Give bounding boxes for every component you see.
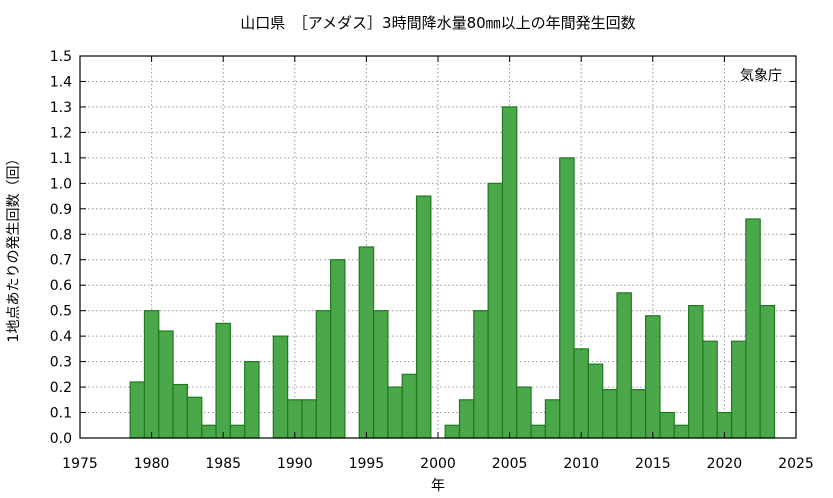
bar-1998	[401, 373, 418, 439]
tick-labels: 0.0 0.1 0.2 0.3 0.4 0.5 0.6 0.7 0.8 0.9 1.0 1.1 1.2 1…	[50, 49, 814, 472]
x-tick-label: 2005	[492, 456, 528, 472]
bars	[129, 106, 776, 439]
bar-2003	[473, 310, 489, 439]
bar-2007	[530, 424, 547, 439]
bar-2009	[559, 157, 575, 439]
source-note: 気象庁	[740, 68, 782, 84]
axis-ticks	[79, 55, 797, 439]
bar-2004	[487, 182, 504, 439]
x-tick-label: 1975	[62, 456, 98, 472]
bar-1985	[215, 322, 231, 439]
y-tick-label: 1.1	[50, 151, 72, 167]
x-tick-label: 2010	[563, 456, 599, 472]
chart-title: 山口県 ［アメダス］3時間降水量80㎜以上の年間発生回数	[240, 14, 635, 32]
y-tick-label: 1.4	[50, 74, 72, 90]
y-tick-label: 1.5	[50, 49, 72, 65]
y-axis-label: 1地点あたりの発生回数（回）	[6, 152, 22, 343]
bar-1983	[186, 396, 203, 439]
x-tick-label: 1980	[134, 456, 170, 472]
bar-1981	[158, 330, 174, 439]
x-tick-label: 1990	[277, 456, 313, 472]
bar-2008	[544, 399, 561, 439]
bar-2022	[745, 218, 761, 439]
y-tick-label: 0.5	[50, 304, 72, 320]
bar-2019	[702, 340, 718, 439]
bar-1993	[330, 259, 346, 439]
y-tick-label: 1.0	[50, 176, 72, 192]
bar-2023	[759, 304, 776, 439]
bar-2016	[659, 411, 675, 439]
bar-2015	[645, 315, 661, 439]
bar-1996	[372, 310, 389, 439]
y-tick-label: 0.6	[50, 278, 72, 294]
bar-2010	[573, 348, 589, 439]
bar-2011	[587, 363, 604, 439]
bar-1986	[229, 424, 246, 439]
bar-2006	[516, 386, 532, 439]
x-tick-label: 1985	[205, 456, 241, 472]
bar-2002	[458, 399, 475, 439]
bar-2001	[444, 424, 461, 439]
y-tick-label: 0.1	[50, 406, 72, 422]
y-tick-label: 0.2	[50, 380, 72, 396]
y-tick-label: 0.4	[50, 329, 72, 345]
bar-1989	[272, 335, 289, 439]
y-tick-label: 0.7	[50, 253, 72, 269]
y-tick-label: 1.3	[50, 100, 72, 116]
y-tick-label: 0.3	[50, 355, 72, 371]
bar-2017	[673, 424, 690, 439]
bar-2021	[730, 340, 747, 439]
x-tick-label: 2000	[420, 456, 456, 472]
bar-1997	[387, 386, 403, 439]
bar-2012	[602, 389, 618, 439]
x-tick-label: 1995	[349, 456, 385, 472]
x-tick-label: 2015	[635, 456, 671, 472]
y-tick-label: 0.9	[50, 202, 72, 218]
bar-2018	[687, 304, 704, 439]
y-tick-label: 0.8	[50, 227, 72, 243]
y-tick-label: 1.2	[50, 125, 72, 141]
x-tick-label: 2025	[778, 456, 814, 472]
bar-1984	[201, 424, 217, 439]
bar-2005	[501, 106, 518, 439]
y-tick-label: 0.0	[50, 431, 72, 447]
bar-1987	[244, 361, 260, 439]
bar-1979	[129, 381, 146, 439]
bar-1991	[301, 399, 317, 439]
x-tick-label: 2020	[707, 456, 743, 472]
bar-1995	[358, 246, 375, 439]
x-axis-label: 年	[431, 478, 445, 494]
bar-2014	[630, 389, 647, 439]
bar-1999	[415, 195, 432, 439]
bar-1992	[315, 310, 332, 439]
bar-2013	[616, 292, 632, 439]
grid-lines	[80, 56, 796, 438]
bar-1982	[172, 383, 189, 439]
bar-1980	[143, 310, 160, 439]
